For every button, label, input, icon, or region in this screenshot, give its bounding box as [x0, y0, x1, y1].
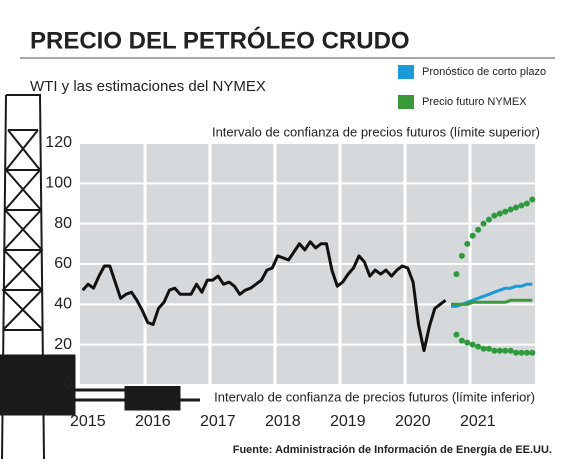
interval-dot [464, 240, 471, 247]
interval-dot [453, 331, 460, 338]
interval-dot [458, 252, 465, 259]
interval-dot [518, 349, 525, 356]
y-tick-label: 0 [63, 376, 72, 393]
x-tick-label: 2016 [135, 413, 171, 430]
annotation: Intervalo de confianza de precios futuro… [212, 124, 540, 139]
interval-dot [502, 208, 509, 215]
interval-dot [513, 349, 520, 356]
y-tick-label: 100 [45, 175, 72, 192]
interval-dot [453, 271, 460, 278]
x-tick-label: 2017 [200, 413, 236, 430]
chart-subtitle: WTI y las estimaciones del NYMEX [30, 78, 266, 95]
y-tick-label: 20 [54, 336, 72, 353]
interval-dot [507, 347, 514, 354]
x-tick-label: 2020 [395, 413, 431, 430]
oil-derrick-decoration [0, 94, 200, 459]
interval-dot [475, 343, 482, 350]
interval-dot [475, 226, 482, 233]
series-line [81, 240, 447, 353]
x-tick-label: 2019 [330, 413, 366, 430]
interval-dot [464, 339, 471, 346]
interval-dot [523, 349, 530, 356]
interval-dot [485, 345, 492, 352]
interval-dot [491, 347, 498, 354]
interval-dot [480, 345, 487, 352]
interval-dot [529, 196, 536, 203]
legend-swatch [398, 65, 414, 79]
x-tick-label: 2015 [70, 413, 106, 430]
series-line [451, 298, 533, 306]
y-tick-label: 120 [45, 134, 72, 151]
y-tick-label: 40 [54, 296, 72, 313]
interval-dot [507, 206, 514, 213]
interval-dot [485, 216, 492, 223]
x-tick-label: 2021 [460, 413, 496, 430]
interval-dot [458, 337, 465, 344]
y-tick-label: 60 [54, 255, 72, 272]
interval-dot [496, 347, 503, 354]
interval-dot [513, 204, 520, 211]
interval-dot [529, 349, 536, 356]
interval-dot [469, 232, 476, 239]
interval-dot [523, 200, 530, 207]
y-tick-label: 80 [54, 215, 72, 232]
legend-label: Pronóstico de corto plazo [422, 66, 546, 78]
source: Fuente: Administración de Información de… [233, 444, 552, 456]
x-tick-label: 2018 [265, 413, 301, 430]
annotation: Intervalo de confianza de precios futuro… [214, 389, 535, 404]
interval-dot [496, 210, 503, 217]
interval-dot [518, 202, 525, 209]
legend-swatch [398, 95, 414, 109]
interval-dot [480, 220, 487, 227]
interval-dot [469, 341, 476, 348]
legend-label: Precio futuro NYMEX [422, 96, 527, 108]
interval-dot [491, 212, 498, 219]
chart-title: PRECIO DEL PETRÓLEO CRUDO [30, 26, 410, 54]
interval-dot [502, 347, 509, 354]
